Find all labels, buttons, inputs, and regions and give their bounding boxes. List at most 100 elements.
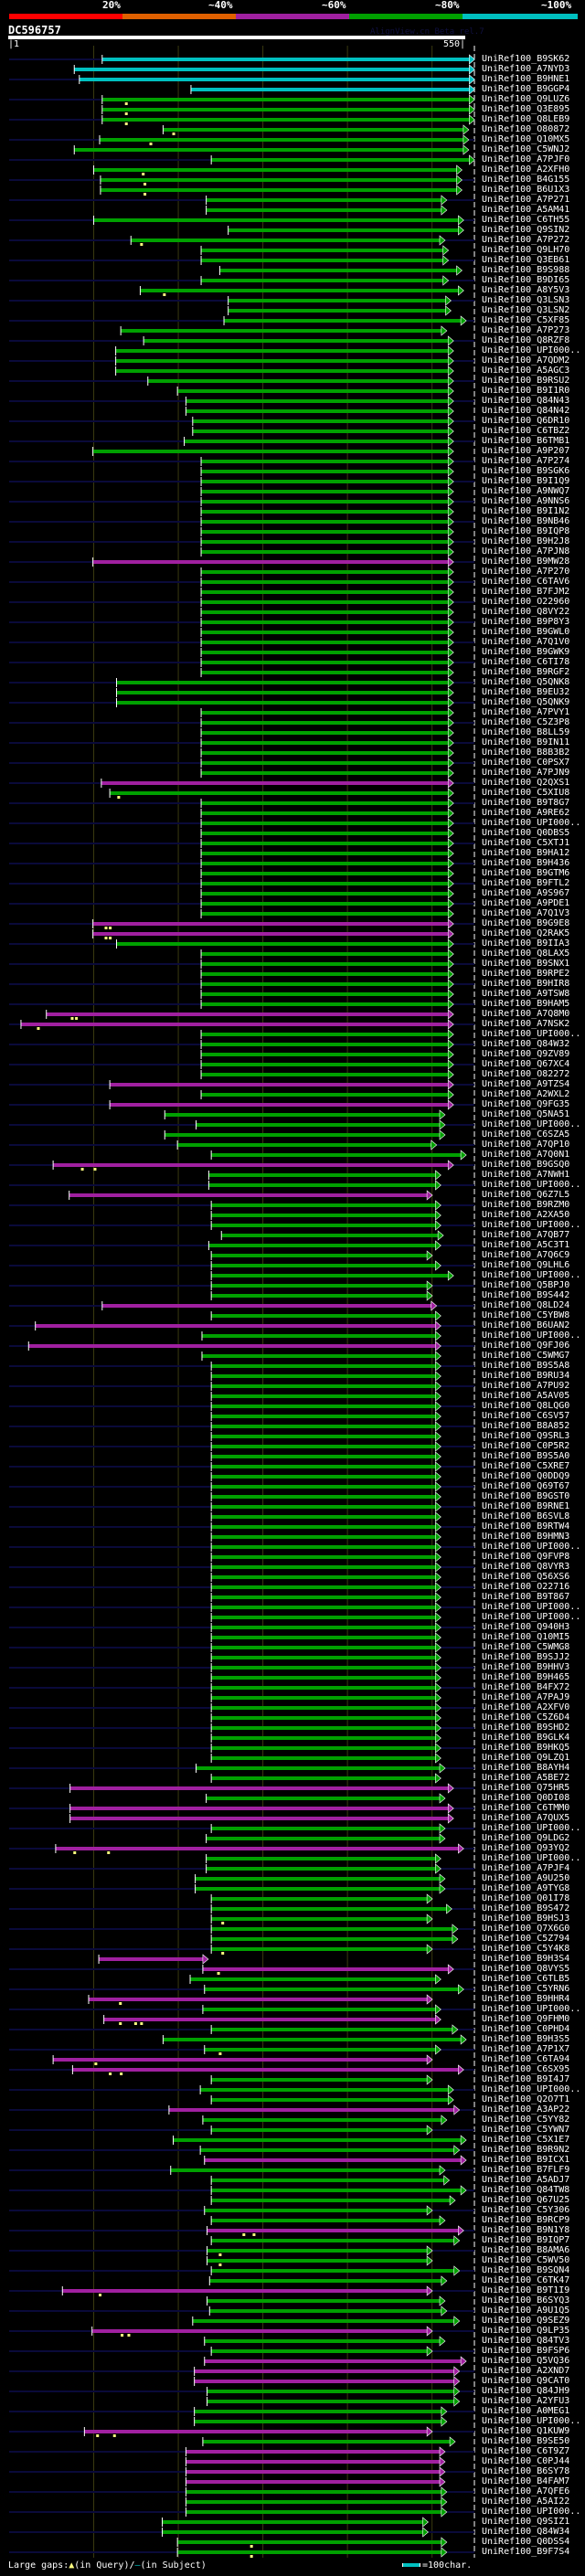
hit-label[interactable]: UniRef100_UPI000.. bbox=[482, 1029, 581, 1039]
hit-label[interactable]: UniRef100_A7QFE6 bbox=[482, 2486, 570, 2496]
hit-label[interactable]: UniRef100_A7PJN9 bbox=[482, 768, 570, 778]
hit-label[interactable]: UniRef100_A9U1Q5 bbox=[482, 2306, 570, 2316]
hit-label[interactable]: UniRef100_Q9SRL3 bbox=[482, 1431, 570, 1441]
hit-label[interactable]: UniRef100_C6TBZ2 bbox=[482, 426, 570, 436]
hit-label[interactable]: UniRef100_Q9LH70 bbox=[482, 245, 570, 255]
hit-label[interactable]: UniRef100_A5AGC3 bbox=[482, 366, 570, 376]
hit-label[interactable]: UniRef100_UPI000.. bbox=[482, 1612, 581, 1622]
hit-label[interactable]: UniRef100_A7QP10 bbox=[482, 1140, 570, 1150]
hit-label[interactable]: UniRef100_Q10MI5 bbox=[482, 1632, 570, 1642]
hit-label[interactable]: UniRef100_B9SE50 bbox=[482, 2436, 570, 2446]
hit-label[interactable]: UniRef100_Q9LP35 bbox=[482, 2326, 570, 2336]
hit-label[interactable]: UniRef100_A2XFH0 bbox=[482, 164, 570, 175]
hit-label[interactable]: UniRef100_Q5QNK9 bbox=[482, 697, 570, 707]
hit-label[interactable]: UniRef100_UPI000.. bbox=[482, 1220, 581, 1230]
hit-label[interactable]: UniRef100_A5C3T1 bbox=[482, 1240, 570, 1250]
hit-label[interactable]: UniRef100_Q9LUZ6 bbox=[482, 94, 570, 104]
hit-label[interactable]: UniRef100_B9P8Y3 bbox=[482, 617, 570, 627]
hit-label[interactable]: UniRef100_B9T867 bbox=[482, 1592, 570, 1602]
hit-label[interactable]: UniRef100_C5XF85 bbox=[482, 315, 570, 325]
hit-label[interactable]: UniRef100_UPI000.. bbox=[482, 2004, 581, 2014]
hit-label[interactable]: UniRef100_C5X1E7 bbox=[482, 2135, 570, 2145]
hit-label[interactable]: UniRef100_B9I1Q9 bbox=[482, 476, 570, 486]
hit-label[interactable]: UniRef100_C6TH55 bbox=[482, 215, 570, 225]
hit-label[interactable]: UniRef100_C5WNJ2 bbox=[482, 144, 570, 154]
hit-label[interactable]: UniRef100_Q5NA51 bbox=[482, 1109, 570, 1119]
hit-label[interactable]: UniRef100_Q84TV3 bbox=[482, 2336, 570, 2346]
hit-label[interactable]: UniRef100_C5Z794 bbox=[482, 1934, 570, 1944]
hit-label[interactable]: UniRef100_C5Y306 bbox=[482, 2205, 570, 2215]
hit-label[interactable]: UniRef100_A7PU92 bbox=[482, 1381, 570, 1391]
hit-label[interactable]: UniRef100_B9MW28 bbox=[482, 557, 570, 567]
hit-label[interactable]: UniRef100_B4G155 bbox=[482, 175, 570, 185]
hit-label[interactable]: UniRef100_Q67XC4 bbox=[482, 1059, 570, 1069]
hit-label[interactable]: UniRef100_B9N1Y8 bbox=[482, 2225, 570, 2235]
hit-label[interactable]: UniRef100_B9HHV3 bbox=[482, 1662, 570, 1672]
hit-label[interactable]: UniRef100_B6SY78 bbox=[482, 2466, 570, 2476]
hit-label[interactable]: UniRef100_Q8VYR3 bbox=[482, 1562, 570, 1572]
hit-label[interactable]: UniRef100_C5XRE7 bbox=[482, 1461, 570, 1471]
hit-label[interactable]: UniRef100_B6TMB1 bbox=[482, 436, 570, 446]
hit-label[interactable]: UniRef100_B9G9E8 bbox=[482, 918, 570, 928]
hit-label[interactable]: UniRef100_Q9ZV89 bbox=[482, 1049, 570, 1059]
hit-label[interactable]: UniRef100_C5YY82 bbox=[482, 2115, 570, 2125]
hit-label[interactable]: UniRef100_B9GSQ0 bbox=[482, 1160, 570, 1170]
hit-label[interactable]: UniRef100_C6TAV6 bbox=[482, 577, 570, 587]
hit-label[interactable]: UniRef100_B9DI65 bbox=[482, 275, 570, 285]
hit-label[interactable]: UniRef100_B9RSU2 bbox=[482, 376, 570, 386]
hit-label[interactable]: UniRef100_UPI000.. bbox=[482, 818, 581, 828]
hit-label[interactable]: UniRef100_B9GLK4 bbox=[482, 1733, 570, 1743]
hit-label[interactable]: UniRef100_Q0DSS4 bbox=[482, 2537, 570, 2547]
hit-label[interactable]: UniRef100_UPI000.. bbox=[482, 1270, 581, 1280]
hit-label[interactable]: UniRef100_B9RU34 bbox=[482, 1371, 570, 1381]
hit-label[interactable]: UniRef100_B9RNE1 bbox=[482, 1501, 570, 1511]
hit-label[interactable]: UniRef100_Q84TW8 bbox=[482, 2185, 570, 2195]
hit-label[interactable]: UniRef100_B9S5A8 bbox=[482, 1361, 570, 1371]
hit-label[interactable]: UniRef100_A7PJN8 bbox=[482, 546, 570, 557]
hit-label[interactable]: UniRef100_Q6Z7L5 bbox=[482, 1190, 570, 1200]
hit-label[interactable]: UniRef100_C0PJ44 bbox=[482, 2456, 570, 2466]
hit-label[interactable]: UniRef100_B9HIR8 bbox=[482, 979, 570, 989]
hit-label[interactable]: UniRef100_Q9CAT0 bbox=[482, 2376, 570, 2386]
hit-label[interactable]: UniRef100_Q0DI08 bbox=[482, 1793, 570, 1803]
hit-label[interactable]: UniRef100_Q01I78 bbox=[482, 1893, 570, 1903]
hit-label[interactable]: UniRef100_B9GTM6 bbox=[482, 868, 570, 878]
hit-label[interactable]: UniRef100_UPI000.. bbox=[482, 1823, 581, 1833]
hit-label[interactable]: UniRef100_B6UAN2 bbox=[482, 1320, 570, 1330]
hit-label[interactable]: UniRef100_Q2QXS1 bbox=[482, 778, 570, 788]
hit-label[interactable]: UniRef100_UPI000.. bbox=[482, 1180, 581, 1190]
hit-label[interactable]: UniRef100_A9PDE1 bbox=[482, 898, 570, 908]
hit-label[interactable]: UniRef100_A7P271 bbox=[482, 195, 570, 205]
hit-label[interactable]: UniRef100_B7FLF9 bbox=[482, 2165, 570, 2175]
hit-label[interactable]: UniRef100_Q5BPJ0 bbox=[482, 1280, 570, 1290]
hit-label[interactable]: UniRef100_Q9LDG2 bbox=[482, 1833, 570, 1843]
hit-label[interactable]: UniRef100_A7QB77 bbox=[482, 1230, 570, 1240]
hit-label[interactable]: UniRef100_UPI000.. bbox=[482, 1853, 581, 1863]
hit-label[interactable]: UniRef100_B9S472 bbox=[482, 1903, 570, 1913]
hit-label[interactable]: UniRef100_C6SV57 bbox=[482, 1411, 570, 1421]
hit-label[interactable]: UniRef100_A2WXL2 bbox=[482, 1089, 570, 1099]
hit-label[interactable]: UniRef100_A7P273 bbox=[482, 325, 570, 335]
hit-label[interactable]: UniRef100_A5ADJ7 bbox=[482, 2175, 570, 2185]
hit-label[interactable]: UniRef100_C6T9Z7 bbox=[482, 2446, 570, 2456]
hit-label[interactable]: UniRef100_A9RE62 bbox=[482, 808, 570, 818]
hit-label[interactable]: UniRef100_C6SX95 bbox=[482, 2064, 570, 2074]
hit-label[interactable]: UniRef100_Q75HR5 bbox=[482, 1783, 570, 1793]
hit-label[interactable]: UniRef100_A7P1X7 bbox=[482, 2044, 570, 2054]
hit-label[interactable]: UniRef100_Q8LD24 bbox=[482, 1300, 570, 1310]
hit-label[interactable]: UniRef100_B9GWL0 bbox=[482, 627, 570, 637]
hit-label[interactable]: UniRef100_B9T1I9 bbox=[482, 2285, 570, 2295]
hit-label[interactable]: UniRef100_A0MEG1 bbox=[482, 2406, 570, 2416]
hit-label[interactable]: UniRef100_Q9FVP8 bbox=[482, 1552, 570, 1562]
hit-label[interactable]: UniRef100_Q5QNK8 bbox=[482, 677, 570, 687]
hit-label[interactable]: UniRef100_UPI000.. bbox=[482, 1119, 581, 1129]
hit-label[interactable]: UniRef100_B9SJJ2 bbox=[482, 1652, 570, 1662]
hit-label[interactable]: UniRef100_B9SNX1 bbox=[482, 959, 570, 969]
hit-label[interactable]: UniRef100_B9RPE2 bbox=[482, 969, 570, 979]
hit-label[interactable]: UniRef100_C6TK47 bbox=[482, 2275, 570, 2285]
hit-label[interactable]: UniRef100_C5YBW8 bbox=[482, 1310, 570, 1320]
hit-label[interactable]: UniRef100_C5XTJ1 bbox=[482, 838, 570, 848]
hit-label[interactable]: UniRef100_A2XND7 bbox=[482, 2366, 570, 2376]
hit-label[interactable]: UniRef100_A7QDM2 bbox=[482, 355, 570, 366]
hit-label[interactable]: UniRef100_B9SQN4 bbox=[482, 2265, 570, 2275]
